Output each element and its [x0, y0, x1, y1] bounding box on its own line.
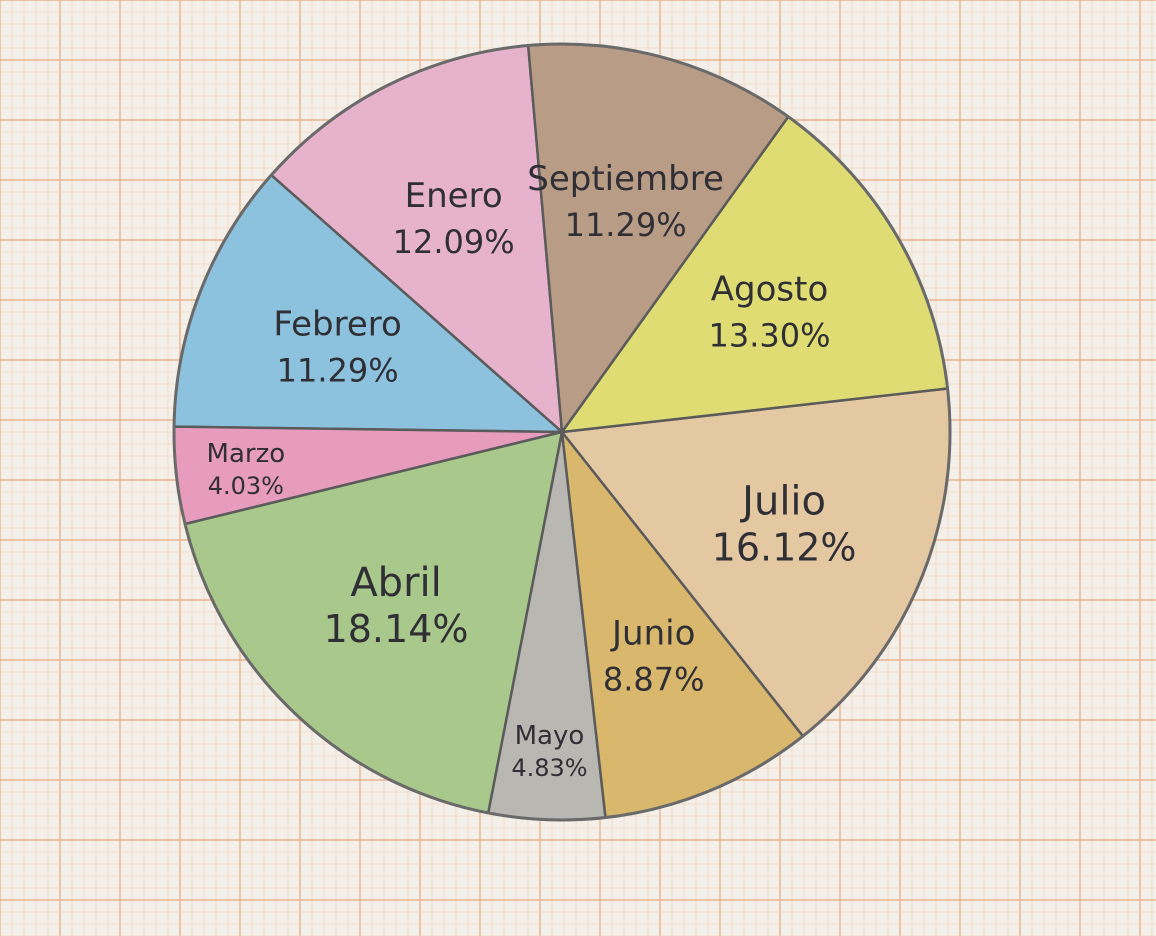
slice-label-abril: Abril: [350, 560, 441, 606]
slice-label-septiembre: Septiembre: [527, 159, 724, 199]
slice-value-marzo: 4.03%: [208, 472, 284, 500]
slice-value-julio: 16.12%: [712, 525, 857, 569]
slice-label-enero: Enero: [405, 176, 503, 216]
slice-label-marzo: Marzo: [207, 439, 286, 469]
slice-value-abril: 18.14%: [324, 607, 469, 651]
slice-value-mayo: 4.83%: [511, 754, 587, 782]
pie-labels: Enero12.09%Febrero11.29%Marzo4.03%Abril1…: [207, 159, 857, 782]
slice-value-febrero: 11.29%: [277, 351, 399, 389]
slice-label-mayo: Mayo: [515, 721, 585, 751]
slice-label-agosto: Agosto: [711, 269, 829, 309]
pie-outline: [172, 42, 952, 822]
slice-value-enero: 12.09%: [393, 223, 515, 261]
slice-value-agosto: 13.30%: [708, 316, 830, 354]
slice-label-julio: Julio: [739, 478, 826, 524]
slice-label-junio: Junio: [610, 613, 695, 653]
slice-label-febrero: Febrero: [273, 304, 401, 344]
slice-value-septiembre: 11.29%: [565, 206, 687, 244]
slice-value-junio: 8.87%: [603, 660, 705, 698]
